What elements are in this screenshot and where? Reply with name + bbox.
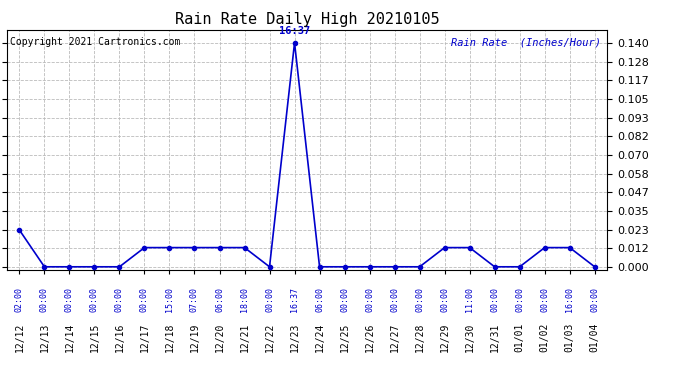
Text: 12/14: 12/14 <box>64 323 75 352</box>
Text: 12/16: 12/16 <box>115 323 124 352</box>
Text: 01/04: 01/04 <box>590 323 600 352</box>
Text: 18:00: 18:00 <box>240 286 249 312</box>
Text: 12/29: 12/29 <box>440 323 450 352</box>
Text: 12/31: 12/31 <box>490 323 500 352</box>
Text: 11:00: 11:00 <box>465 286 474 312</box>
Text: 12/20: 12/20 <box>215 323 224 352</box>
Text: 00:00: 00:00 <box>415 286 424 312</box>
Text: 12/21: 12/21 <box>239 323 250 352</box>
Text: 01/03: 01/03 <box>564 323 575 352</box>
Text: 07:00: 07:00 <box>190 286 199 312</box>
Text: 12/12: 12/12 <box>14 323 24 352</box>
Text: 06:00: 06:00 <box>215 286 224 312</box>
Text: 00:00: 00:00 <box>515 286 524 312</box>
Text: 00:00: 00:00 <box>390 286 399 312</box>
Text: 12/25: 12/25 <box>339 323 350 352</box>
Text: Copyright 2021 Cartronics.com: Copyright 2021 Cartronics.com <box>10 37 180 47</box>
Text: 00:00: 00:00 <box>365 286 374 312</box>
Text: 16:37: 16:37 <box>290 286 299 312</box>
Text: 00:00: 00:00 <box>265 286 274 312</box>
Text: 00:00: 00:00 <box>440 286 449 312</box>
Text: 00:00: 00:00 <box>540 286 549 312</box>
Text: 12/18: 12/18 <box>164 323 175 352</box>
Text: 12/23: 12/23 <box>290 323 299 352</box>
Text: 01/01: 01/01 <box>515 323 524 352</box>
Text: 12/15: 12/15 <box>90 323 99 352</box>
Text: 12/28: 12/28 <box>415 323 424 352</box>
Text: 00:00: 00:00 <box>40 286 49 312</box>
Text: 12/27: 12/27 <box>390 323 400 352</box>
Text: 01/02: 01/02 <box>540 323 550 352</box>
Text: 12/13: 12/13 <box>39 323 50 352</box>
Text: 00:00: 00:00 <box>490 286 499 312</box>
Text: Rain Rate  (Inches/Hour): Rain Rate (Inches/Hour) <box>451 37 601 47</box>
Text: 16:00: 16:00 <box>565 286 574 312</box>
Text: 00:00: 00:00 <box>140 286 149 312</box>
Text: 12/26: 12/26 <box>364 323 375 352</box>
Text: 15:00: 15:00 <box>165 286 174 312</box>
Text: 12/17: 12/17 <box>139 323 150 352</box>
Text: 00:00: 00:00 <box>340 286 349 312</box>
Text: 00:00: 00:00 <box>90 286 99 312</box>
Text: 00:00: 00:00 <box>115 286 124 312</box>
Text: 00:00: 00:00 <box>65 286 74 312</box>
Text: 12/24: 12/24 <box>315 323 324 352</box>
Text: 02:00: 02:00 <box>15 286 24 312</box>
Title: Rain Rate Daily High 20210105: Rain Rate Daily High 20210105 <box>175 12 440 27</box>
Text: 00:00: 00:00 <box>590 286 599 312</box>
Text: 12/19: 12/19 <box>190 323 199 352</box>
Text: 06:00: 06:00 <box>315 286 324 312</box>
Text: 12/30: 12/30 <box>464 323 475 352</box>
Text: 12/22: 12/22 <box>264 323 275 352</box>
Text: 16:37: 16:37 <box>279 26 310 36</box>
